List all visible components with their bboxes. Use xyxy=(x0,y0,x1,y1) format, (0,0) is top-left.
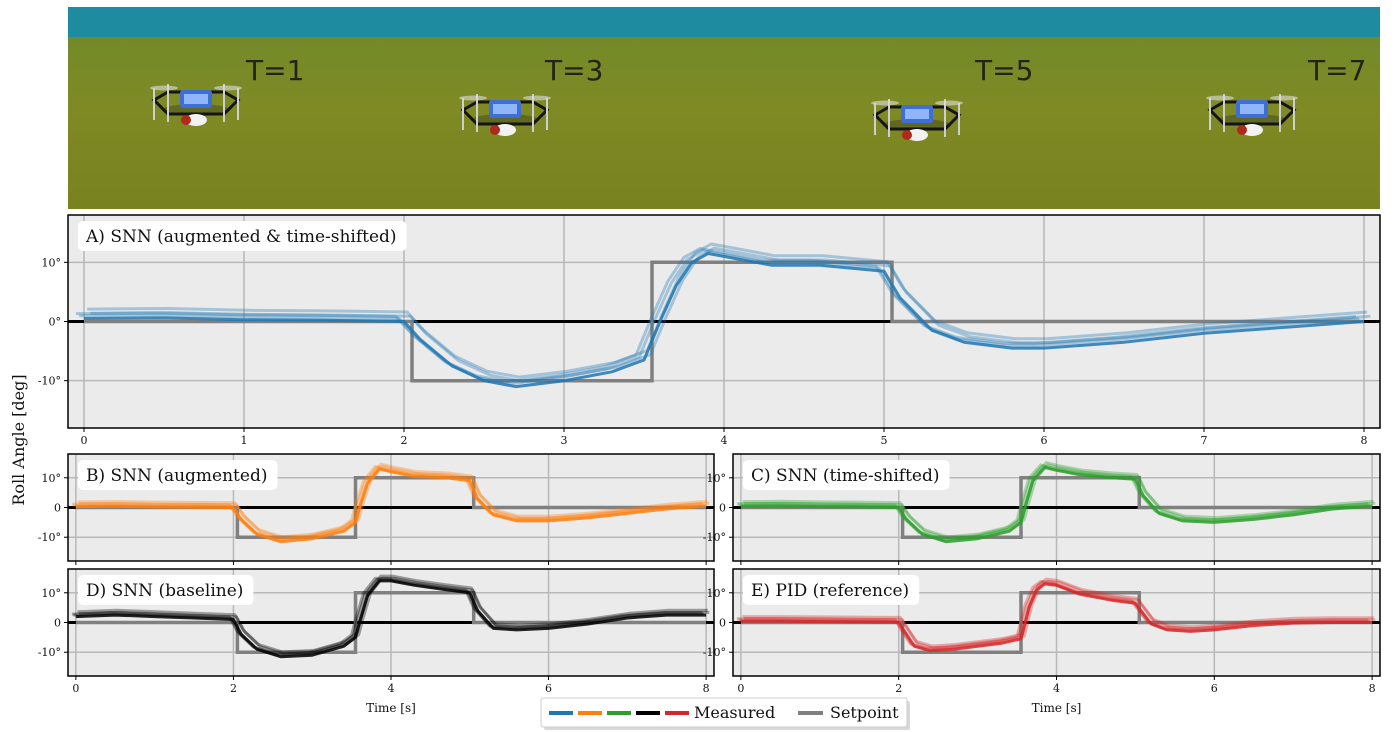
photo-label-t3: T=3 xyxy=(544,54,603,87)
sky-band xyxy=(68,7,1380,37)
x-tick-label: 2 xyxy=(401,434,408,447)
x-tick-label: 6 xyxy=(1041,434,1048,447)
measured-trial-line xyxy=(77,462,708,539)
measured-trial-line xyxy=(744,579,1376,650)
y-tick-label: 0° xyxy=(49,316,62,329)
panel-A-title: A) SNN (augmented & time-shifted) xyxy=(85,227,397,247)
x-tick-label: 6 xyxy=(545,682,552,695)
photo-strip: T=1 T=3 T=5 T=7 xyxy=(68,7,1380,209)
panel-title-box xyxy=(743,460,950,490)
x-tick-label: 8 xyxy=(703,682,710,695)
y-axis-label: Roll Angle [deg] xyxy=(9,374,28,505)
x-tick-label: 4 xyxy=(388,682,395,695)
panel-title-box xyxy=(78,221,407,251)
photo-label-t1: T=1 xyxy=(245,54,304,87)
panel-title-box xyxy=(78,575,254,605)
x-tick-label: 4 xyxy=(721,434,728,447)
x-tick-label: 1 xyxy=(241,434,248,447)
measured-trial-line xyxy=(742,577,1374,648)
legend: Measured Setpoint xyxy=(540,697,910,730)
measured-trial-line xyxy=(736,463,1369,541)
panel-E: E) PID (reference) 10° 0 -10° 0 2 4 6 8 Time [s] xyxy=(703,568,1381,715)
panel-B-title: B) SNN (augmented) xyxy=(86,466,267,486)
photo-label-t7: T=7 xyxy=(1307,54,1366,87)
legend-measured-label: Measured xyxy=(694,703,775,722)
y-tick-label: -10° xyxy=(703,531,726,544)
y-tick-label: 0 xyxy=(54,617,61,630)
measured-trial-line xyxy=(743,463,1376,541)
y-tick-label: 0 xyxy=(54,502,61,515)
legend-setpoint-label: Setpoint xyxy=(830,703,899,722)
measured-trial-line xyxy=(79,249,1360,386)
photo-label-t5: T=5 xyxy=(974,54,1033,87)
x-tick-label: 4 xyxy=(1053,682,1060,695)
measured-trial-line xyxy=(71,464,703,541)
measured-line xyxy=(740,465,1373,544)
measured-trial-line xyxy=(742,461,1374,539)
x-tick-label: 8 xyxy=(1369,682,1376,695)
measured-trial-line xyxy=(78,464,710,541)
measured-trial-line xyxy=(738,580,1370,651)
x-tick-label: 6 xyxy=(1211,682,1218,695)
y-tick-label: 0 xyxy=(719,617,726,630)
y-tick-label: -10° xyxy=(703,646,726,659)
panel-E-title: E) PID (reference) xyxy=(751,581,909,601)
measured-trial-line xyxy=(73,465,704,542)
panel-title-box xyxy=(78,460,278,490)
measured-trial-line xyxy=(738,464,1370,542)
panel-C: C) SNN (time-shifted) 10° 0 -10° xyxy=(703,453,1381,565)
measured-trial-line xyxy=(77,574,708,654)
measured-trial-line xyxy=(75,247,1357,384)
measured-trial-line xyxy=(736,579,1369,650)
y-tick-label: 0 xyxy=(719,502,726,515)
measured-line xyxy=(83,252,1365,389)
panel-A: A) SNN (augmented & time-shifted) 10° 0° -1… xyxy=(38,214,1381,447)
panel-title-box xyxy=(743,575,920,605)
measured-trial-line xyxy=(87,242,1368,379)
x-tick-label: 5 xyxy=(881,434,888,447)
x-axis-label: Time [s] xyxy=(1032,701,1082,715)
measured-trial-line xyxy=(90,246,1371,383)
x-tick-label: 2 xyxy=(895,682,902,695)
panel-D-title: D) SNN (baseline) xyxy=(86,581,243,601)
y-tick-label: 10° xyxy=(42,256,62,269)
panel-C-title: C) SNN (time-shifted) xyxy=(751,466,939,486)
measured-line xyxy=(75,467,707,544)
y-tick-label: 10° xyxy=(707,587,727,600)
x-tick-label: 8 xyxy=(1361,434,1368,447)
panel-D: D) SNN (baseline) 10° 0 -10° 0 2 4 6 8 Time [s] xyxy=(38,568,715,715)
y-tick-label: 10° xyxy=(707,472,727,485)
x-tick-label: 0 xyxy=(737,682,744,695)
y-tick-label: -10° xyxy=(38,531,61,544)
x-tick-label: 7 xyxy=(1201,434,1208,447)
x-axis-label: Time [s] xyxy=(366,701,416,715)
x-tick-label: 0 xyxy=(72,682,79,695)
x-tick-label: 0 xyxy=(81,434,88,447)
x-tick-label: 2 xyxy=(230,682,237,695)
y-tick-label: -10° xyxy=(38,375,61,388)
measured-trial-line xyxy=(78,576,710,656)
measured-line xyxy=(75,579,707,659)
measured-line xyxy=(740,582,1373,653)
y-tick-label: 10° xyxy=(42,587,62,600)
panel-B: B) SNN (augmented) 10° 0 -10° xyxy=(38,453,715,565)
measured-trial-line xyxy=(73,578,704,657)
measured-trial-line xyxy=(71,576,703,656)
chart-panels: A) SNN (augmented & time-shifted) 10° 0° -1… xyxy=(38,214,1381,715)
y-tick-label: 10° xyxy=(42,472,62,485)
y-tick-label: -10° xyxy=(38,646,61,659)
grass-background xyxy=(68,7,1380,209)
x-tick-label: 3 xyxy=(561,434,568,447)
